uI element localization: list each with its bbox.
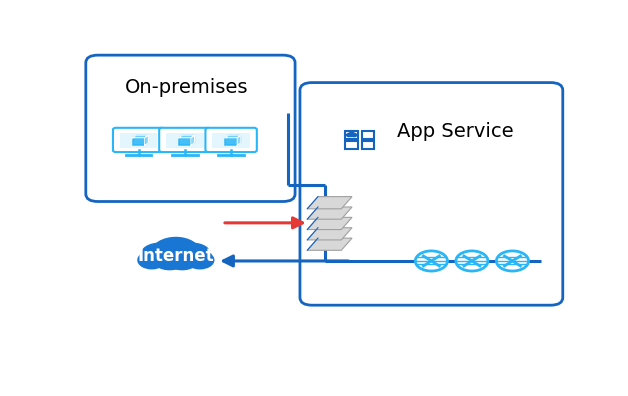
Circle shape [141, 243, 178, 267]
FancyBboxPatch shape [113, 128, 165, 152]
Circle shape [174, 243, 211, 267]
FancyBboxPatch shape [362, 131, 374, 139]
Circle shape [456, 251, 488, 271]
FancyBboxPatch shape [179, 138, 191, 145]
Circle shape [347, 133, 352, 137]
FancyBboxPatch shape [133, 138, 144, 145]
Circle shape [349, 132, 355, 137]
FancyBboxPatch shape [225, 138, 237, 145]
Text: App Service: App Service [397, 122, 514, 141]
Circle shape [186, 251, 214, 269]
Polygon shape [307, 238, 352, 250]
FancyBboxPatch shape [205, 128, 257, 152]
Polygon shape [191, 135, 195, 145]
Polygon shape [237, 135, 241, 145]
FancyBboxPatch shape [86, 55, 295, 202]
Circle shape [166, 249, 199, 270]
Circle shape [152, 238, 200, 268]
Polygon shape [133, 135, 148, 138]
FancyBboxPatch shape [120, 133, 158, 148]
Circle shape [153, 249, 186, 270]
Text: On-premises: On-premises [125, 78, 249, 97]
Circle shape [352, 133, 357, 137]
FancyBboxPatch shape [300, 83, 563, 305]
Polygon shape [179, 135, 195, 138]
FancyBboxPatch shape [212, 133, 250, 148]
Polygon shape [225, 135, 241, 138]
Polygon shape [307, 228, 352, 240]
Text: Internet: Internet [138, 248, 214, 265]
FancyBboxPatch shape [345, 131, 358, 139]
Polygon shape [307, 197, 352, 209]
Circle shape [496, 251, 529, 271]
Polygon shape [307, 217, 352, 230]
FancyBboxPatch shape [166, 133, 203, 148]
FancyBboxPatch shape [362, 141, 374, 149]
Circle shape [415, 251, 447, 271]
FancyBboxPatch shape [159, 128, 210, 152]
FancyBboxPatch shape [345, 141, 358, 149]
Circle shape [138, 251, 166, 269]
Polygon shape [307, 207, 352, 219]
Polygon shape [144, 135, 148, 145]
